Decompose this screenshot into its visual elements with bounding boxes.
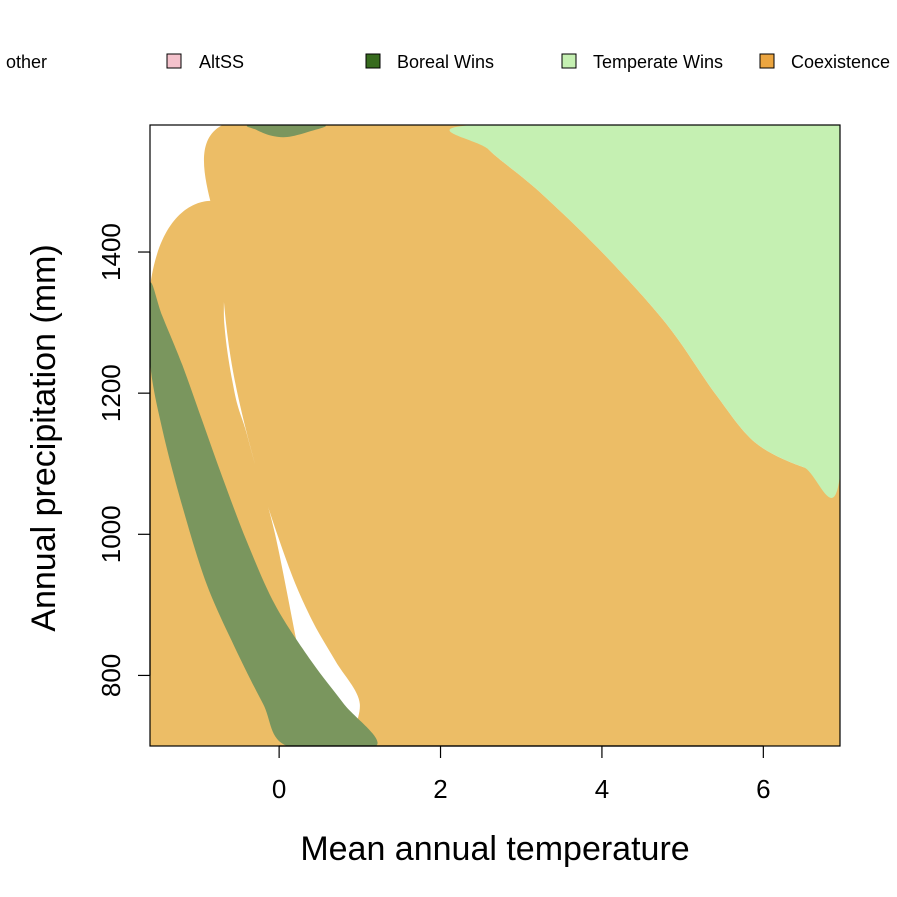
legend: other AltSS Boreal Wins Temperate Wins Coexi… [6,52,890,72]
region-temperate-wins [449,125,840,498]
legend-swatch-altss [166,53,182,69]
legend-label-other: other [6,52,47,72]
x-tick-label: 6 [756,774,770,804]
x-axis-title: Mean annual temperature [300,830,689,868]
x-axis: 0 2 4 6 [272,745,771,804]
legend-label-altss: AltSS [199,52,244,72]
plot-regions [150,125,840,746]
region-boreal-wins [150,282,378,746]
y-tick-label: 1200 [96,364,126,422]
x-tick-label: 0 [272,774,286,804]
x-tick-label: 4 [595,774,609,804]
legend-label-temperate-wins: Temperate Wins [593,52,723,72]
legend-label-coexistence: Coexistence [791,52,890,72]
y-tick-label: 1000 [96,505,126,563]
legend-label-boreal-wins: Boreal Wins [397,52,494,72]
y-axis-title: Annual precipitation (mm) [25,244,63,631]
x-tick-label: 2 [433,774,447,804]
legend-swatch-coexistence [759,53,775,69]
region-boreal-wins [246,125,326,138]
y-axis: 800 1000 1200 1400 [96,223,151,697]
legend-swatch-boreal-wins [365,53,381,69]
y-tick-label: 800 [96,654,126,697]
legend-swatch-temperate-wins [561,53,577,69]
y-tick-label: 1400 [96,223,126,281]
region-coexistence [150,125,840,746]
